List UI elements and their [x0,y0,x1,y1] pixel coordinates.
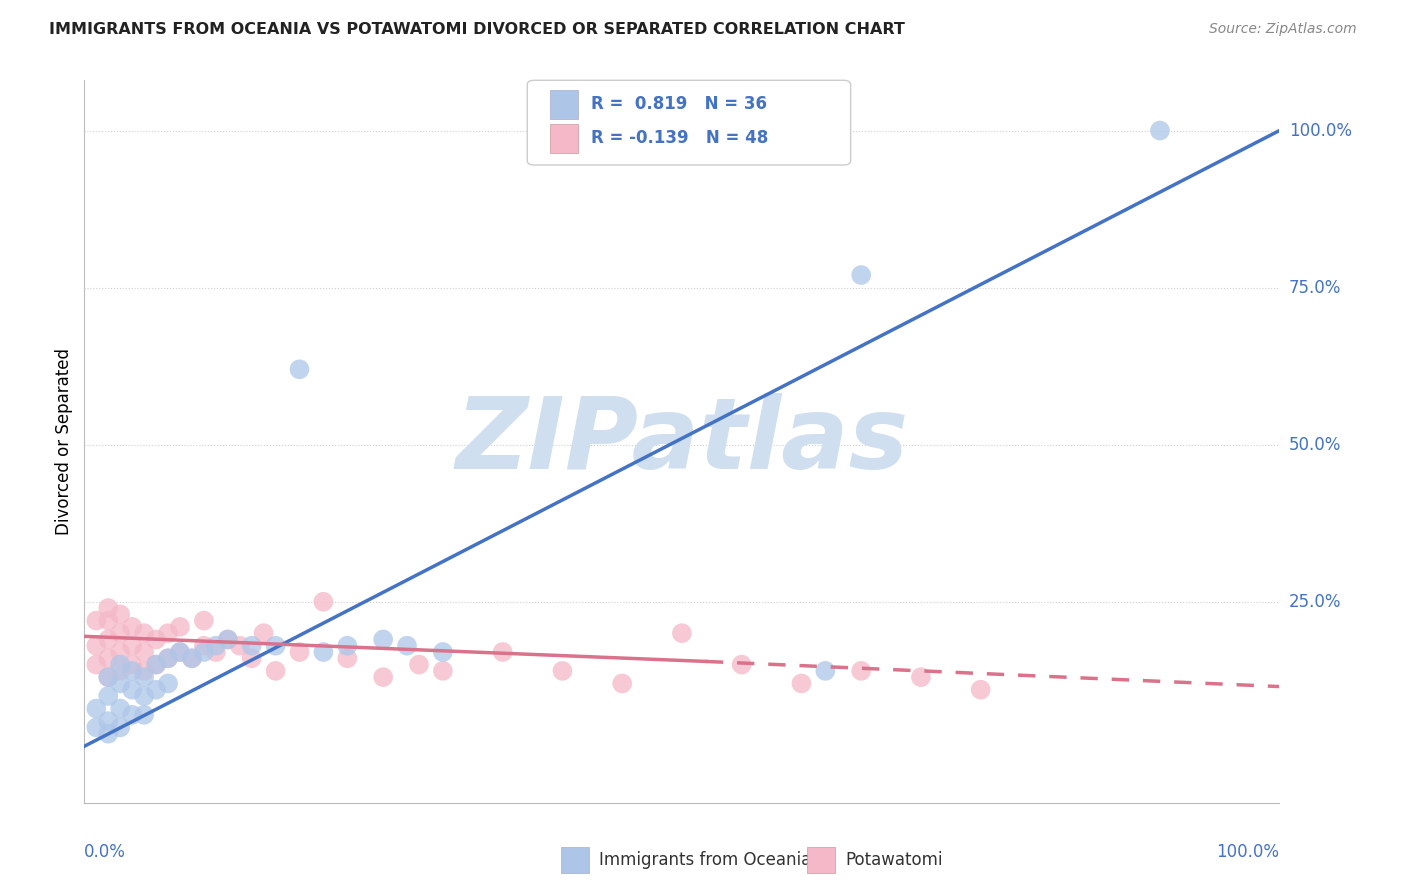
Point [264,664,287,678]
Point [110,626,132,640]
Text: R = -0.139   N = 48: R = -0.139 N = 48 [591,129,768,147]
Point [851,268,873,282]
Point [217,632,239,647]
Point [86,701,108,715]
Point [132,670,156,684]
Point [612,676,634,690]
Point [157,626,180,640]
Point [97,689,120,703]
Point [145,682,167,697]
Point [121,620,143,634]
Point [408,657,430,672]
Text: 25.0%: 25.0% [1289,593,1341,611]
Point [86,639,108,653]
Point [264,639,287,653]
Point [157,676,180,690]
Point [132,664,156,678]
Point [240,639,263,653]
Point [432,664,454,678]
Point [181,651,204,665]
Point [97,601,120,615]
Point [86,614,108,628]
Text: 0.0%: 0.0% [84,843,127,861]
Point [336,639,359,653]
Point [110,607,132,622]
Point [288,362,311,376]
Point [551,664,574,678]
Point [110,701,132,715]
Text: 100.0%: 100.0% [1289,121,1353,139]
Text: R =  0.819   N = 36: R = 0.819 N = 36 [591,95,766,113]
Point [132,689,156,703]
Point [97,614,120,628]
Point [110,645,132,659]
Text: 75.0%: 75.0% [1289,278,1341,297]
Point [121,682,143,697]
Point [205,645,228,659]
Point [193,645,215,659]
Point [157,651,180,665]
Point [145,657,167,672]
Point [169,645,191,659]
Point [731,657,754,672]
Point [121,664,143,678]
Point [253,626,276,640]
Point [288,645,311,659]
Text: Potawatomi: Potawatomi [845,851,942,869]
Point [97,670,120,684]
Point [240,651,263,665]
Point [851,664,873,678]
Point [110,657,132,672]
Text: 50.0%: 50.0% [1289,435,1341,454]
Point [910,670,932,684]
Text: ZIPatlas: ZIPatlas [456,393,908,490]
Text: 100.0%: 100.0% [1216,843,1279,861]
Point [169,645,191,659]
Point [396,639,419,653]
Text: IMMIGRANTS FROM OCEANIA VS POTAWATOMI DIVORCED OR SEPARATED CORRELATION CHART: IMMIGRANTS FROM OCEANIA VS POTAWATOMI DI… [49,22,905,37]
Point [121,639,143,653]
Point [373,670,395,684]
Text: Source: ZipAtlas.com: Source: ZipAtlas.com [1209,22,1357,37]
Point [86,720,108,734]
Text: Immigrants from Oceania: Immigrants from Oceania [599,851,811,869]
Point [121,657,143,672]
Point [373,632,395,647]
Point [97,670,120,684]
Point [193,639,215,653]
Point [432,645,454,659]
Point [229,639,252,653]
Point [132,645,156,659]
Point [970,682,993,697]
Point [312,595,335,609]
Y-axis label: Divorced or Separated: Divorced or Separated [55,348,73,535]
Point [193,614,215,628]
Point [97,651,120,665]
Point [110,720,132,734]
Point [145,632,167,647]
Point [312,645,335,659]
Point [217,632,239,647]
Point [110,664,132,678]
Point [814,664,837,678]
Point [97,727,120,741]
Point [145,657,167,672]
Point [169,620,191,634]
Point [790,676,813,690]
Point [97,714,120,728]
Point [110,676,132,690]
Point [157,651,180,665]
Point [1149,123,1171,137]
Point [671,626,693,640]
Point [492,645,515,659]
Point [336,651,359,665]
Point [97,632,120,647]
Point [132,707,156,722]
Point [132,626,156,640]
Point [205,639,228,653]
Point [181,651,204,665]
Point [86,657,108,672]
Point [121,707,143,722]
